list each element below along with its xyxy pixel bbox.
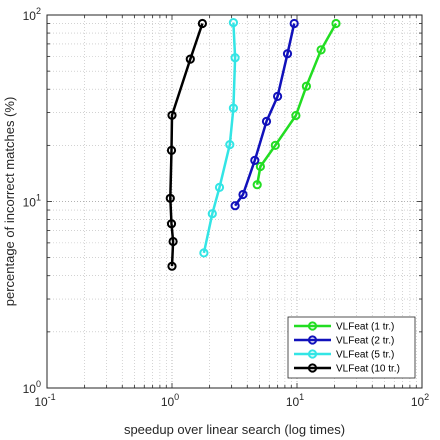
- data-point: [331, 18, 341, 29]
- x-axis-label: speedup over linear search (log times): [124, 422, 345, 437]
- data-point: [167, 110, 177, 120]
- data-point: [230, 53, 240, 63]
- series-line: [255, 22, 338, 185]
- data-point: [166, 219, 177, 229]
- legend: VLFeat (1 tr.) VLFeat (2 tr.) VLFeat (5 tr…: [287, 316, 416, 379]
- y-tick-label: 102: [23, 6, 41, 23]
- data-point: [166, 145, 177, 155]
- data-point: [270, 140, 280, 150]
- data-point: [199, 248, 209, 258]
- data-point: [261, 116, 272, 127]
- x-tick-label: 101: [286, 392, 304, 409]
- data-point: [225, 140, 235, 150]
- data-point: [228, 103, 238, 113]
- data-point: [252, 180, 262, 190]
- legend-marker: [307, 349, 318, 359]
- data-point: [289, 18, 299, 29]
- series-layer: [165, 18, 341, 271]
- legend-label: VLFeat (5 tr.): [336, 350, 394, 361]
- series-group: [165, 18, 207, 271]
- series-group: [230, 18, 299, 211]
- x-tick-label: 10-1: [34, 392, 55, 409]
- data-point: [301, 81, 311, 91]
- y-axis-label: percentage of incorrect matches (%): [2, 97, 17, 307]
- data-point: [214, 182, 225, 192]
- series-group: [199, 18, 240, 258]
- data-point: [168, 236, 178, 247]
- data-point: [238, 189, 248, 200]
- series-line: [202, 22, 237, 254]
- data-point: [228, 18, 238, 28]
- x-tick-label: 102: [411, 392, 429, 409]
- data-point: [185, 54, 195, 64]
- series-group: [252, 18, 341, 190]
- data-point: [207, 209, 217, 219]
- data-point: [282, 49, 293, 59]
- legend-label: VLFeat (1 tr.): [336, 322, 394, 333]
- data-point: [291, 110, 301, 121]
- data-point: [255, 161, 265, 172]
- y-tick-label: 101: [23, 193, 41, 210]
- data-point: [316, 45, 326, 55]
- x-tick-label: 100: [161, 392, 179, 409]
- legend-label: VLFeat (2 tr.): [336, 336, 394, 347]
- data-point: [167, 261, 177, 271]
- legend-marker: [307, 363, 318, 373]
- data-point: [273, 91, 283, 102]
- data-point: [165, 193, 175, 203]
- data-point: [230, 201, 240, 211]
- legend-marker: [307, 335, 318, 345]
- series-line: [234, 23, 296, 207]
- y-tick-label: 100: [23, 379, 41, 396]
- data-point: [197, 18, 207, 29]
- data-point: [250, 155, 260, 165]
- legend-marker: [307, 321, 318, 331]
- legend-label: VLFeat (10 tr.): [336, 364, 400, 375]
